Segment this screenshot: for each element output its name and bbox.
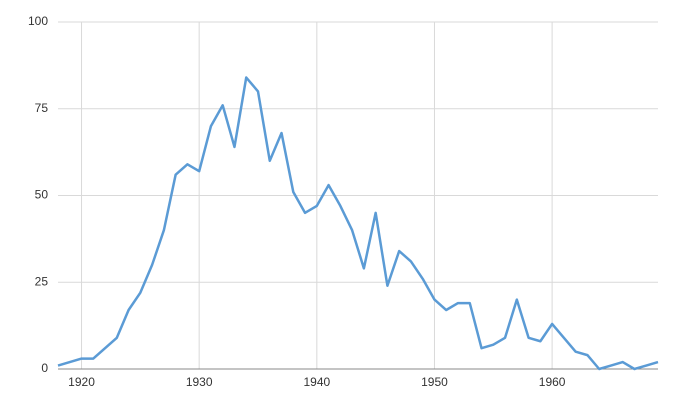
y-tick-label: 0: [41, 361, 48, 375]
x-tick-label: 1940: [303, 375, 330, 389]
x-tick-label: 1960: [539, 375, 566, 389]
y-tick-label: 25: [35, 274, 49, 288]
x-tick-label: 1950: [421, 375, 448, 389]
y-tick-label: 100: [28, 14, 48, 28]
x-tick-label: 1920: [68, 375, 95, 389]
y-tick-label: 75: [35, 101, 49, 115]
data-line: [57, 76, 659, 371]
x-tick-label: 1930: [186, 375, 213, 389]
y-tick-label: 50: [35, 188, 49, 202]
